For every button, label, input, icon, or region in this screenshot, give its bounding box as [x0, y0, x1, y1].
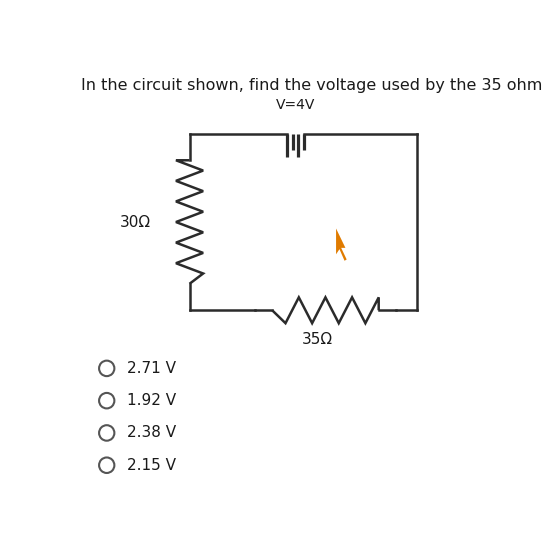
Text: 2.71 V: 2.71 V — [127, 361, 176, 376]
Text: V=4V: V=4V — [276, 98, 316, 112]
Text: 2.38 V: 2.38 V — [127, 425, 176, 440]
Polygon shape — [336, 229, 347, 260]
Text: 35Ω: 35Ω — [301, 332, 333, 347]
Text: 2.15 V: 2.15 V — [127, 458, 176, 473]
Text: 1.92 V: 1.92 V — [127, 393, 176, 408]
Text: 30Ω: 30Ω — [120, 215, 151, 230]
Text: In the circuit shown, find the voltage used by the 35 ohm resistor.: In the circuit shown, find the voltage u… — [81, 78, 548, 93]
